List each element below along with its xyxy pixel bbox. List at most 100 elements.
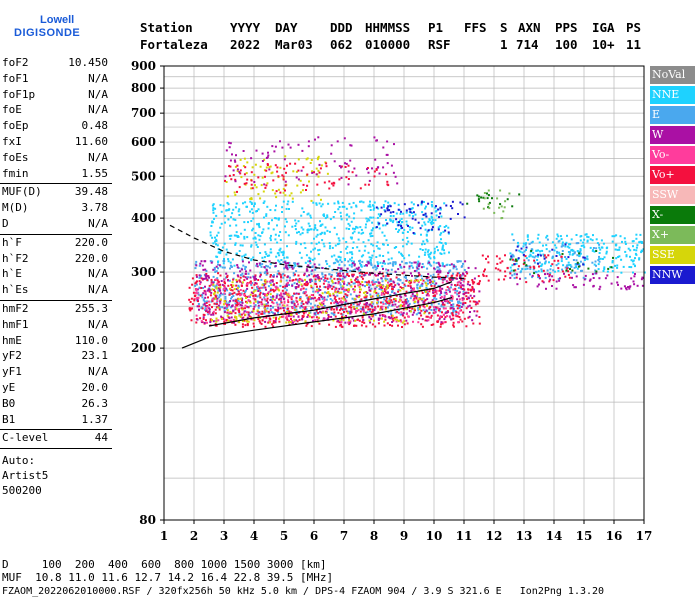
echo-point bbox=[320, 311, 323, 314]
echo-point bbox=[632, 263, 635, 266]
echo-point bbox=[370, 243, 373, 246]
echo-point bbox=[399, 319, 402, 322]
echo-point bbox=[336, 278, 339, 281]
echo-point bbox=[387, 205, 390, 208]
echo-point bbox=[365, 217, 368, 220]
echo-point bbox=[246, 323, 249, 325]
echo-point bbox=[416, 284, 419, 287]
echo-point bbox=[267, 291, 270, 294]
echo-point bbox=[408, 310, 411, 312]
echo-point bbox=[371, 235, 374, 237]
echo-point bbox=[451, 296, 454, 299]
echo-point bbox=[551, 256, 554, 258]
echo-point bbox=[591, 273, 594, 276]
echo-point bbox=[364, 183, 367, 186]
echo-point bbox=[242, 150, 245, 152]
echo-point bbox=[393, 298, 396, 301]
echo-point bbox=[293, 263, 296, 266]
echo-point bbox=[269, 275, 272, 278]
echo-point bbox=[215, 286, 218, 289]
echo-point bbox=[592, 277, 595, 279]
echo-point bbox=[197, 303, 200, 305]
echo-point bbox=[382, 243, 384, 246]
echo-point bbox=[292, 279, 295, 281]
echo-point bbox=[410, 264, 413, 267]
echo-point bbox=[217, 280, 220, 283]
echo-point bbox=[254, 300, 257, 303]
echo-point bbox=[404, 285, 407, 287]
echo-point bbox=[468, 315, 471, 318]
echo-point bbox=[295, 278, 297, 281]
header-value-ddd: 062 bbox=[330, 37, 353, 52]
echo-point bbox=[263, 216, 265, 219]
echo-point bbox=[353, 324, 355, 327]
echo-point bbox=[395, 212, 398, 215]
echo-point bbox=[213, 268, 216, 271]
echo-point bbox=[394, 303, 397, 306]
echo-point bbox=[226, 302, 229, 305]
echo-point bbox=[561, 253, 564, 255]
echo-point bbox=[341, 325, 344, 328]
echo-point bbox=[238, 214, 241, 216]
echo-point bbox=[335, 306, 338, 309]
echo-point bbox=[386, 291, 389, 294]
echo-point bbox=[334, 211, 337, 213]
echo-point bbox=[362, 312, 365, 315]
echo-point bbox=[355, 204, 358, 207]
echo-point bbox=[462, 293, 465, 295]
echo-point bbox=[567, 273, 570, 276]
echo-point bbox=[263, 303, 266, 306]
echo-point bbox=[438, 268, 441, 271]
echo-point bbox=[406, 300, 409, 303]
echo-point bbox=[369, 321, 372, 324]
echo-point bbox=[445, 224, 448, 227]
echo-point bbox=[308, 315, 311, 318]
echo-point bbox=[313, 237, 315, 240]
echo-point bbox=[287, 281, 289, 284]
echo-point bbox=[426, 250, 429, 253]
echo-point bbox=[459, 287, 462, 290]
echo-point bbox=[213, 217, 215, 220]
echo-point bbox=[531, 276, 534, 279]
echo-point bbox=[357, 280, 360, 283]
echo-point bbox=[598, 255, 600, 258]
echo-point bbox=[473, 277, 476, 280]
echo-point bbox=[394, 261, 397, 264]
echo-point bbox=[389, 215, 392, 217]
echo-point bbox=[391, 285, 394, 288]
echo-point bbox=[253, 319, 256, 322]
echo-point bbox=[471, 279, 474, 281]
echo-point bbox=[332, 262, 335, 265]
echo-point bbox=[334, 299, 337, 301]
echo-point bbox=[573, 251, 576, 254]
echo-point bbox=[277, 311, 279, 314]
echo-point bbox=[413, 297, 416, 300]
echo-point bbox=[306, 213, 309, 216]
echo-point bbox=[266, 205, 269, 208]
header-label-station: Station bbox=[140, 20, 193, 35]
echo-point bbox=[484, 268, 486, 271]
echo-point bbox=[391, 317, 394, 320]
echo-point bbox=[204, 260, 207, 263]
echo-point bbox=[393, 143, 395, 146]
echo-point bbox=[582, 256, 585, 259]
echo-point bbox=[282, 175, 285, 178]
echo-point bbox=[334, 261, 337, 264]
echo-point bbox=[232, 174, 235, 176]
echo-point bbox=[440, 321, 443, 324]
echo-point bbox=[593, 250, 596, 253]
echo-point bbox=[408, 265, 411, 268]
echo-point bbox=[256, 262, 258, 265]
echo-point bbox=[435, 308, 438, 311]
echo-point bbox=[292, 300, 295, 303]
echo-point bbox=[353, 263, 356, 266]
echo-point bbox=[281, 206, 284, 209]
echo-point bbox=[316, 183, 319, 186]
echo-point bbox=[468, 284, 471, 287]
echo-point bbox=[304, 306, 307, 309]
echo-point bbox=[189, 309, 192, 312]
echo-point bbox=[546, 238, 549, 241]
echo-point bbox=[205, 319, 207, 322]
echo-point bbox=[257, 279, 260, 281]
echo-point bbox=[361, 308, 364, 311]
